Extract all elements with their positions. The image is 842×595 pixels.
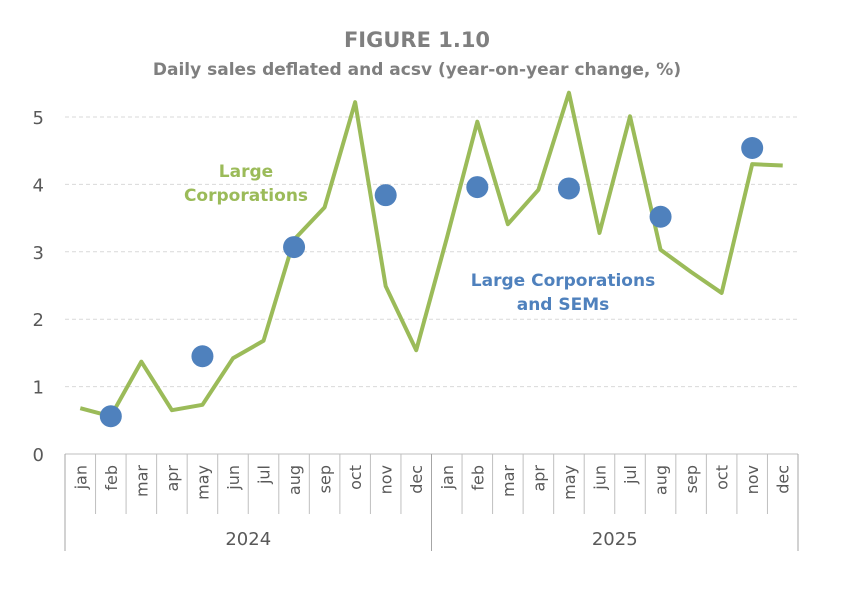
x-tick-label: sep [316,465,335,493]
y-tick-label: 2 [33,310,44,331]
data-point-large-corporations-and-sems [557,177,580,200]
x-tick-label: dec [407,465,426,494]
group-label: 2025 [592,529,638,550]
x-tick-label: nov [377,465,396,494]
data-point-large-corporations-and-sems [283,236,306,259]
x-tick-label: jan [438,465,457,490]
line-series-large-corporations [79,90,783,419]
x-tick-label: aug [652,465,671,495]
y-tick-label: 1 [33,378,44,399]
data-point-large-corporations-and-sems [374,184,397,207]
x-tick-label: mar [132,465,151,497]
data-point-large-corporations-and-sems [741,137,764,160]
chart-title: FIGURE 1.10 [344,28,490,52]
x-tick-label: nov [743,465,762,494]
y-tick-label: 0 [33,445,44,466]
x-tick-label: dec [774,465,793,494]
x-tick-label: apr [529,465,548,492]
marker-series-label-1: Large Corporations [471,271,655,291]
x-tick-label: jul [621,465,640,485]
x-tick-label: jun [224,465,243,491]
x-tick-label: may [560,465,579,500]
x-tick-label: sep [682,465,701,493]
x-tick-label: may [193,465,212,500]
x-tick-label: jun [590,465,609,491]
y-tick-label: 5 [33,108,44,129]
x-tick-label: jan [71,465,90,490]
data-point-large-corporations-and-sems [99,405,122,428]
y-tick-label: 3 [33,243,44,264]
data-point-large-corporations-and-sems [191,345,214,368]
x-tick-label: oct [713,465,732,490]
chart-subtitle: Daily sales deflated and acsv (year-on-y… [153,60,681,80]
line-series-label-1: Large [219,162,273,182]
x-tick-label: mar [499,465,518,497]
data-point-large-corporations-and-sems [466,176,489,199]
x-tick-label: apr [163,465,182,492]
group-label: 2024 [225,529,271,550]
line-series-label-2: Corporations [184,186,308,206]
x-tick-label: jul [255,465,274,485]
x-tick-label: feb [102,465,121,491]
data-point-large-corporations-and-sems [649,205,672,228]
x-tick-label: feb [468,465,487,491]
marker-series-label-2: and SEMs [517,295,610,315]
y-tick-label: 4 [33,175,44,196]
x-tick-label: aug [285,465,304,495]
x-tick-label: oct [346,465,365,490]
